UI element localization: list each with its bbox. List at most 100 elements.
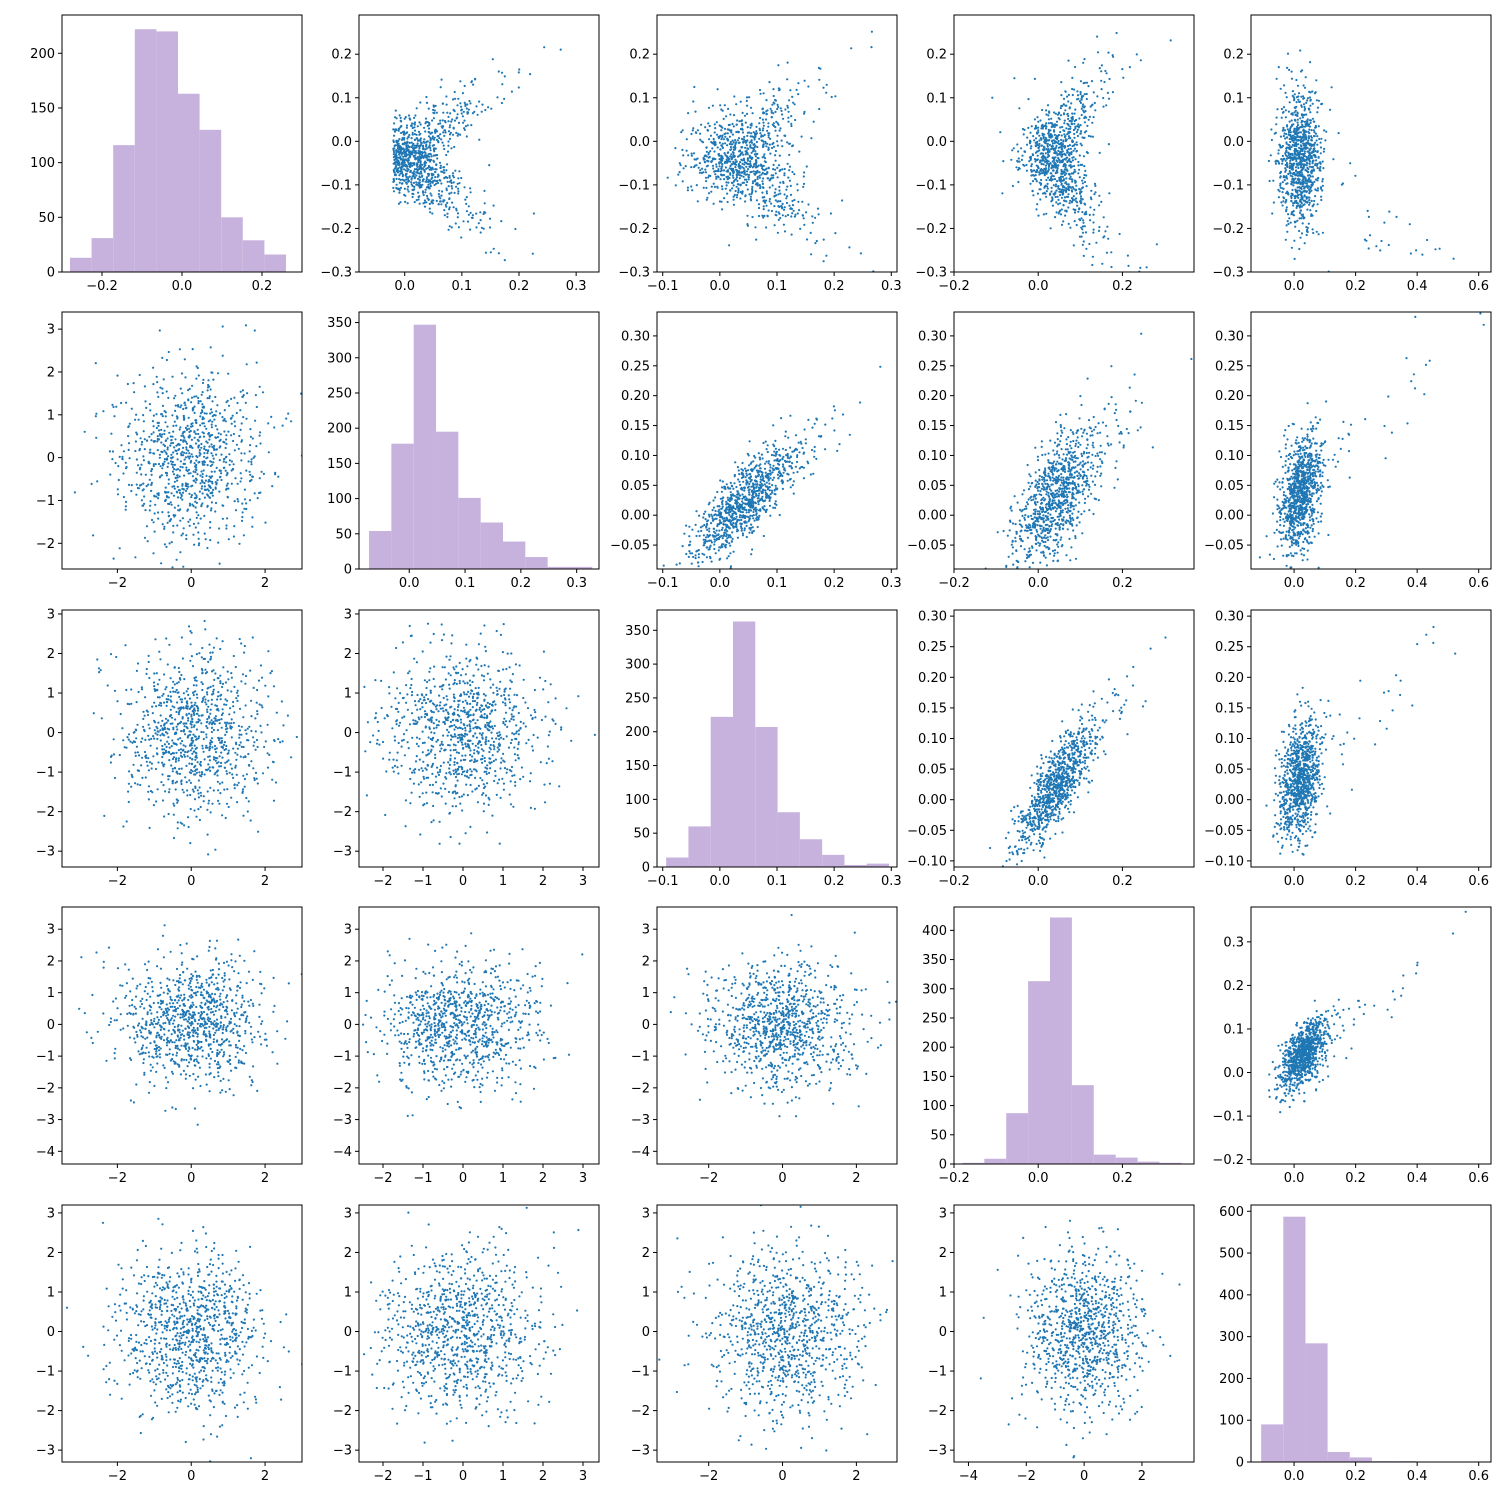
scatter-point: [720, 200, 723, 203]
scatter-point: [814, 216, 817, 219]
scatter-point: [761, 214, 764, 217]
scatter-point: [492, 247, 495, 250]
scatter-point: [434, 170, 437, 173]
scatter-point: [1081, 231, 1085, 234]
scatter-point: [1083, 105, 1086, 108]
scatter-point: [404, 169, 407, 172]
scatter-point: [1298, 151, 1301, 154]
scatter-point: [1066, 95, 1069, 98]
scatter-point: [786, 162, 789, 165]
scatter-point: [179, 496, 182, 499]
scatter-point: [223, 409, 226, 412]
scatter-point: [746, 157, 750, 160]
scatter-point: [1032, 194, 1035, 197]
scatter-point: [1038, 149, 1041, 152]
scatter-point: [150, 483, 153, 486]
y-tick-label: 0.0: [629, 135, 650, 150]
scatter-point: [699, 138, 702, 141]
scatter-point: [443, 134, 446, 137]
scatter-point: [108, 450, 111, 453]
scatter-point: [209, 539, 212, 542]
scatter-point: [1046, 142, 1049, 145]
scatter-point: [785, 197, 788, 200]
scatter-point: [798, 150, 801, 153]
scatter-point: [209, 521, 212, 524]
scatter-point: [198, 490, 201, 493]
scatter-point: [230, 434, 233, 437]
scatter-point: [426, 194, 429, 198]
scatter-point: [219, 475, 222, 478]
scatter-point: [1300, 153, 1304, 156]
scatter-point: [1059, 126, 1062, 129]
scatter-point: [163, 432, 166, 436]
scatter-point: [748, 156, 751, 159]
x-tick-label: 2: [261, 576, 269, 591]
scatter-point: [772, 88, 775, 91]
scatter-point: [464, 125, 467, 128]
scatter-point: [116, 488, 119, 491]
scatter-point: [203, 445, 206, 448]
scatter-point: [733, 144, 737, 147]
scatter-point: [1306, 97, 1310, 100]
scatter-point: [185, 442, 189, 445]
scatter-point: [425, 178, 428, 181]
scatter-point: [1058, 193, 1062, 197]
scatter-point: [768, 132, 771, 135]
scatter-point: [1054, 140, 1057, 143]
scatter-point: [418, 179, 421, 182]
scatter-point: [219, 469, 222, 472]
scatter-point: [1064, 138, 1067, 141]
scatter-point: [433, 148, 436, 151]
scatter-point: [1299, 141, 1303, 144]
scatter-point: [735, 160, 738, 163]
scatter-point: [719, 134, 722, 137]
scatter-point: [439, 166, 442, 169]
scatter-point: [167, 350, 170, 354]
scatter-point: [127, 425, 130, 428]
scatter-point: [231, 414, 234, 417]
scatter-point: [1062, 140, 1065, 143]
scatter-point: [805, 211, 808, 214]
scatter-point: [1311, 117, 1314, 120]
scatter-point: [416, 156, 419, 159]
scatter-point: [1314, 164, 1317, 167]
scatter-point: [1060, 208, 1063, 211]
scatter-point: [796, 189, 799, 192]
scatter-point: [411, 122, 414, 125]
scatter-point: [1111, 91, 1114, 94]
scatter-point: [491, 58, 494, 61]
scatter-point: [212, 488, 215, 491]
scatter-point: [1059, 107, 1062, 110]
scatter-point: [1292, 180, 1295, 183]
scatter-point: [772, 174, 775, 177]
scatter-point: [1294, 156, 1297, 159]
scatter-point: [755, 140, 759, 144]
scatter-point: [695, 164, 698, 167]
scatter-point: [250, 478, 253, 481]
scatter-point: [226, 482, 229, 485]
scatter-point: [401, 172, 404, 175]
scatter-point: [120, 444, 123, 447]
scatter-point: [1302, 204, 1305, 207]
scatter-point: [834, 232, 837, 235]
scatter-point: [1306, 186, 1309, 189]
scatter-point: [1067, 189, 1071, 192]
scatter-point: [400, 120, 403, 123]
scatter-point: [203, 482, 206, 485]
scatter-point: [1067, 135, 1071, 138]
scatter-point: [729, 113, 732, 116]
scatter-point: [453, 110, 456, 113]
scatter-point: [1080, 187, 1084, 190]
scatter-point: [772, 94, 775, 98]
scatter-point: [442, 166, 446, 169]
scatter-point: [1049, 227, 1052, 230]
scatter-point: [766, 109, 769, 112]
scatter-point: [271, 485, 274, 488]
scatter-point: [188, 457, 191, 460]
scatter-point: [239, 472, 242, 475]
scatter-point: [1301, 149, 1304, 152]
scatter-point: [1090, 80, 1094, 83]
scatter-point: [754, 190, 757, 193]
scatter-point: [1069, 127, 1072, 130]
scatter-point: [475, 226, 478, 229]
